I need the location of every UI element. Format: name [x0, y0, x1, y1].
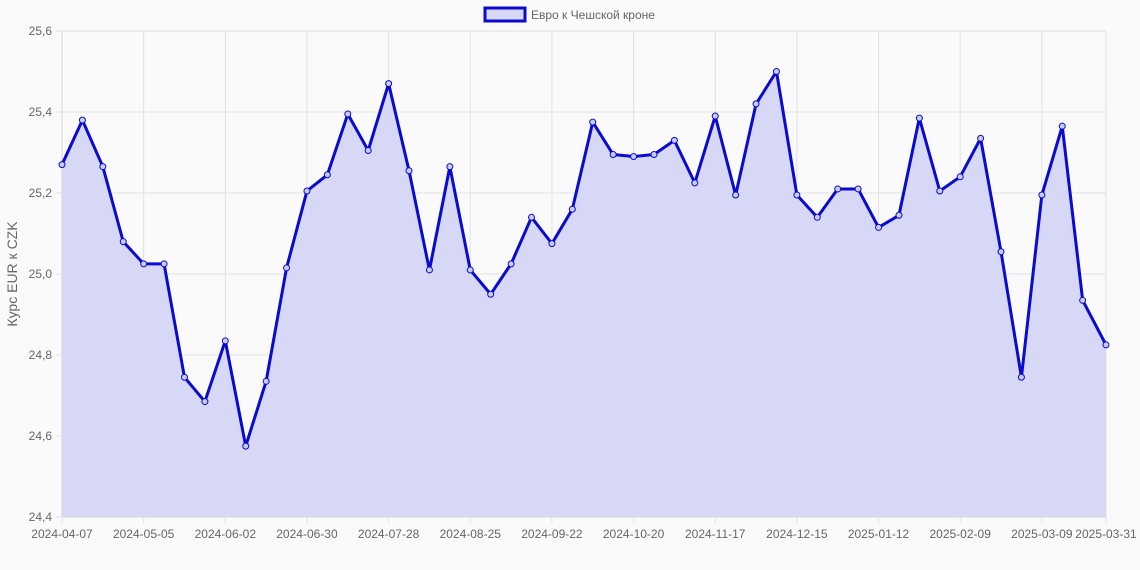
y-axis-title: Курс EUR к CZK: [4, 221, 20, 327]
data-point[interactable]: [977, 134, 985, 142]
data-point[interactable]: [936, 187, 944, 195]
legend-label[interactable]: Евро к Чешской кроне: [531, 8, 655, 22]
data-point[interactable]: [997, 248, 1005, 256]
data-point[interactable]: [670, 136, 678, 144]
series-line: [60, 70, 1108, 448]
data-point[interactable]: [323, 171, 331, 179]
data-point[interactable]: [548, 240, 556, 248]
data-point[interactable]: [1058, 122, 1066, 130]
data-point[interactable]: [201, 398, 209, 406]
y-tick-label: 24,6: [29, 429, 53, 443]
data-point[interactable]: [854, 185, 862, 193]
y-tick-label: 25,6: [29, 24, 53, 38]
series-area-fill: [62, 71, 1106, 517]
data-point[interactable]: [1017, 373, 1025, 381]
data-point[interactable]: [405, 167, 413, 175]
data-point[interactable]: [160, 260, 168, 268]
data-point[interactable]: [895, 211, 903, 219]
data-point[interactable]: [834, 185, 842, 193]
y-tick-label: 25,0: [29, 267, 53, 281]
data-point[interactable]: [875, 223, 883, 231]
data-point[interactable]: [385, 80, 393, 88]
data-point[interactable]: [752, 100, 760, 108]
data-point[interactable]: [813, 213, 821, 221]
data-point[interactable]: [487, 290, 495, 298]
data-point[interactable]: [650, 151, 658, 159]
legend-swatch[interactable]: [483, 6, 527, 23]
data-point[interactable]: [140, 260, 148, 268]
data-point[interactable]: [425, 266, 433, 274]
data-point[interactable]: [262, 377, 270, 385]
x-axis-ticks: 2024-04-07 2024-05-05 2024-06-02 2024-06-30…: [31, 527, 1137, 541]
y-tick-label: 25,4: [29, 105, 53, 119]
data-point[interactable]: [528, 213, 536, 221]
x-tick-label: 2025-03-31: [1075, 527, 1137, 541]
data-point[interactable]: [915, 114, 923, 122]
x-tick-label: 2024-12-15: [766, 527, 828, 541]
x-tick-label: 2024-06-30: [276, 527, 338, 541]
data-point[interactable]: [793, 191, 801, 199]
data-point[interactable]: [691, 179, 699, 187]
data-point[interactable]: [956, 173, 964, 181]
data-point[interactable]: [242, 442, 250, 450]
data-point[interactable]: [119, 238, 127, 246]
x-tick-label: 2024-09-22: [521, 527, 583, 541]
series-points: [58, 68, 1110, 450]
x-tick-label: 2025-01-12: [848, 527, 910, 541]
data-point[interactable]: [180, 373, 188, 381]
data-point[interactable]: [772, 68, 780, 75]
data-point[interactable]: [507, 260, 515, 268]
y-axis-ticks: 25,6 25,4 25,2 25,0 24,8 24,6 24,4: [29, 24, 53, 524]
x-tick-label: 2024-11-17: [685, 527, 746, 541]
data-point[interactable]: [364, 146, 372, 154]
x-tick-label: 2025-02-09: [929, 527, 991, 541]
data-point[interactable]: [589, 118, 597, 126]
data-point[interactable]: [283, 264, 291, 272]
y-tick-label: 25,2: [29, 186, 53, 200]
data-point[interactable]: [630, 153, 638, 161]
data-point[interactable]: [78, 116, 86, 124]
x-tick-label: 2024-07-28: [358, 527, 420, 541]
legend[interactable]: Евро к Чешской кроне: [483, 6, 655, 23]
data-point[interactable]: [58, 161, 66, 169]
data-point[interactable]: [303, 187, 311, 195]
data-point[interactable]: [1102, 341, 1110, 349]
data-point[interactable]: [732, 191, 740, 199]
data-point[interactable]: [1079, 296, 1087, 304]
data-point[interactable]: [446, 163, 454, 171]
data-point[interactable]: [344, 110, 352, 118]
y-tick-label: 24,4: [29, 510, 53, 524]
x-tick-label: 2024-05-05: [113, 527, 175, 541]
data-point[interactable]: [568, 205, 576, 213]
data-point[interactable]: [609, 151, 617, 159]
data-point[interactable]: [99, 163, 107, 171]
data-point[interactable]: [221, 337, 229, 345]
x-tick-label: 2024-06-02: [195, 527, 257, 541]
x-tick-label: 2024-04-07: [31, 527, 93, 541]
x-tick-label: 2024-10-20: [603, 527, 665, 541]
data-point[interactable]: [711, 112, 719, 120]
data-point[interactable]: [466, 266, 474, 274]
data-point[interactable]: [1038, 191, 1046, 199]
y-tick-label: 24,8: [29, 348, 53, 362]
x-tick-label: 2025-03-09: [1011, 527, 1073, 541]
x-tick-label: 2024-08-25: [440, 527, 502, 541]
